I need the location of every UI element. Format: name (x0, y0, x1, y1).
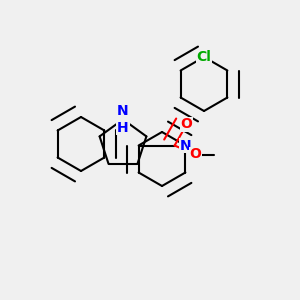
Text: O: O (181, 118, 193, 131)
Text: N: N (180, 139, 191, 152)
Text: N
H: N H (117, 104, 129, 134)
Text: Cl: Cl (196, 50, 211, 64)
Text: O: O (190, 148, 202, 161)
